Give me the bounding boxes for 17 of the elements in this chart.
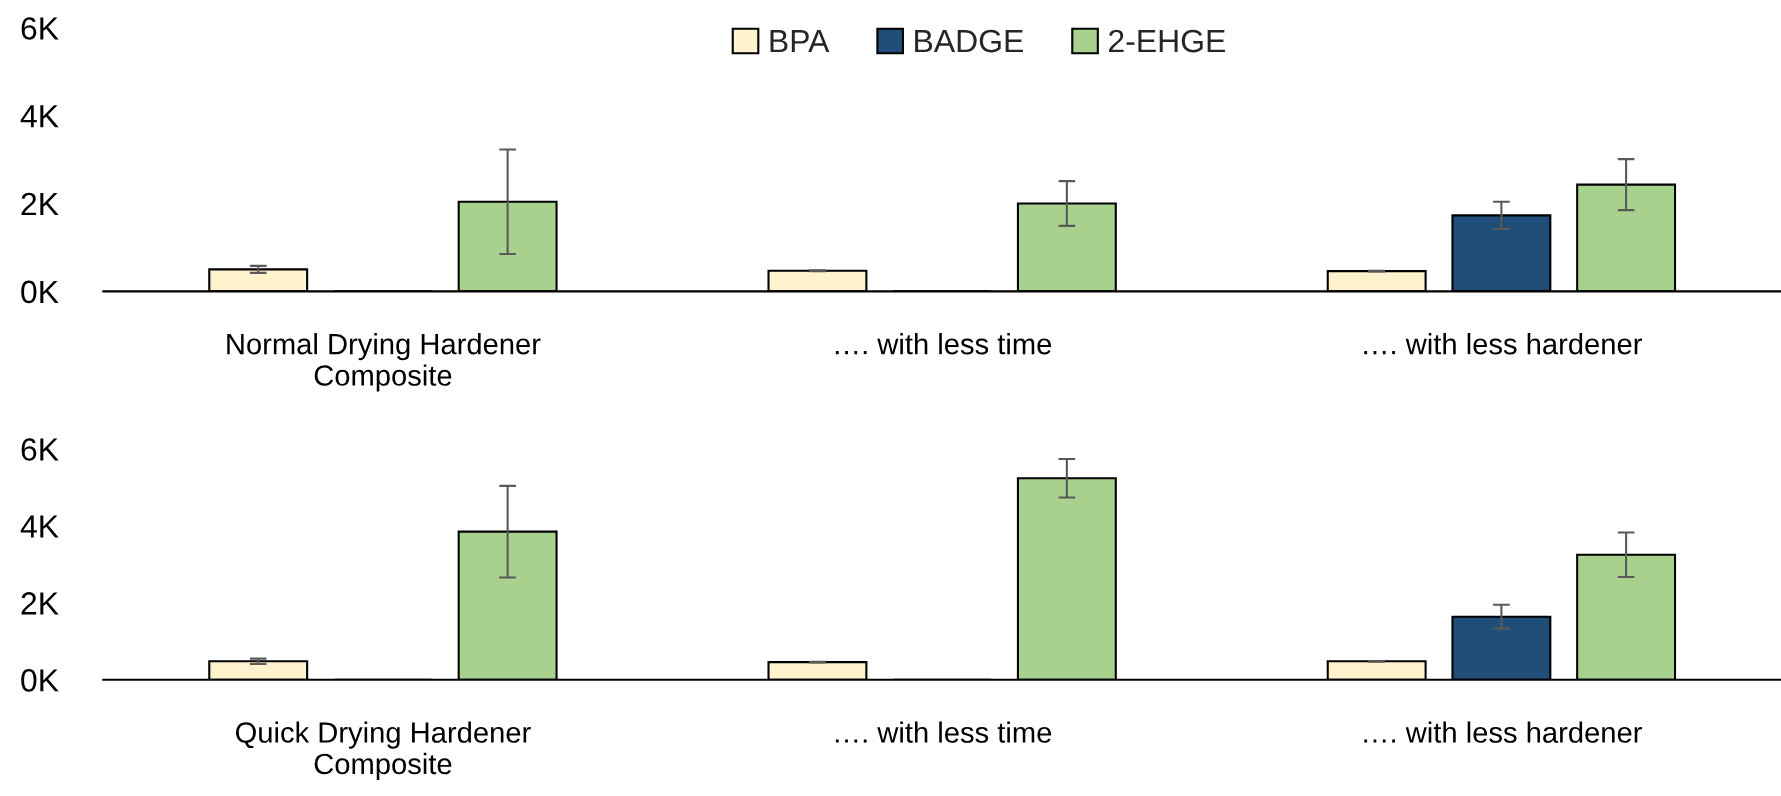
x-tick-label: …. with less time — [835, 721, 1052, 743]
y-tick-label: 4K — [20, 515, 59, 538]
y-tick-label: 4K — [20, 105, 59, 128]
legend-label: BADGE — [915, 29, 1023, 53]
y-tick-label: 2K — [21, 592, 59, 615]
legend-label: BPA — [770, 30, 830, 53]
y-tick-label: 0K — [21, 280, 59, 304]
y-tick-label: 6K — [21, 17, 59, 40]
y-tick-label: 2K — [21, 192, 59, 216]
x-tick-label: …. with less hardener — [1364, 333, 1642, 355]
y-tick-label: 6K — [21, 438, 59, 461]
x-tick-label: Quick Drying Hardener Composite — [235, 721, 531, 781]
x-tick-label: Normal Drying Hardener Composite — [227, 333, 541, 392]
y-tick-label: 0K — [21, 669, 59, 692]
legend-label: 2-EHGE — [1109, 29, 1225, 53]
x-tick-label: …. with less time — [835, 333, 1052, 355]
x-tick-label: …. with less hardener — [1364, 721, 1642, 743]
